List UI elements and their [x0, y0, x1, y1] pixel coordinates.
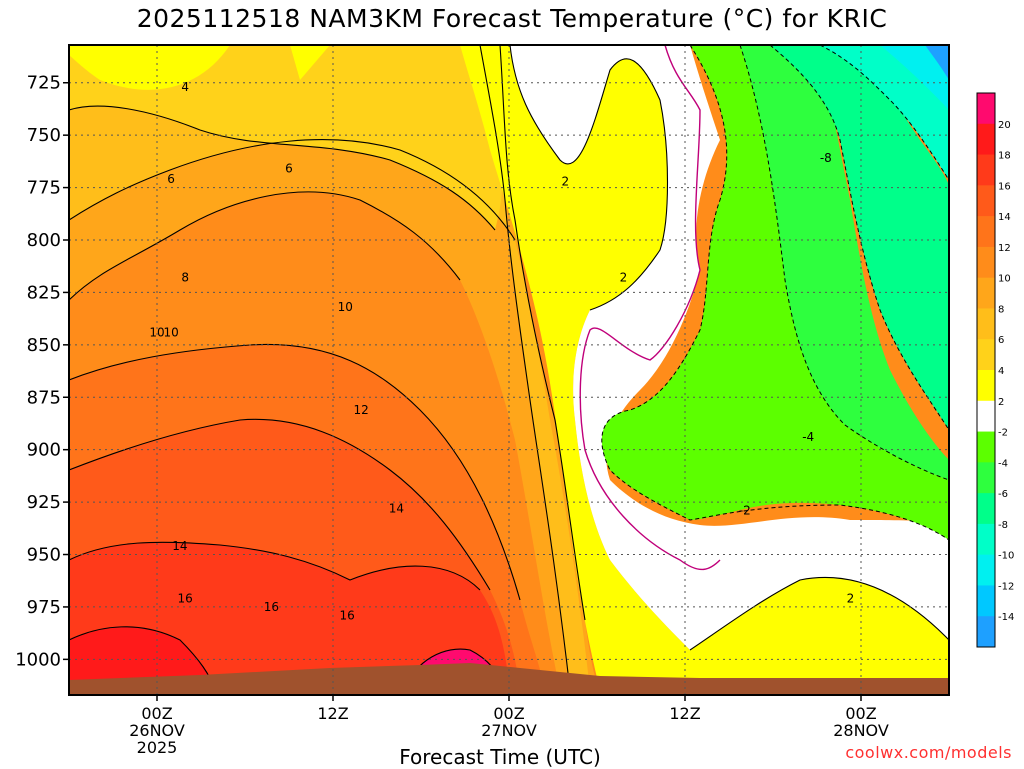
y-tick-label: 925 [27, 492, 61, 513]
x-tick-label: 12Z [317, 704, 348, 723]
colorbar-band [977, 554, 995, 586]
colorbar-band [977, 585, 995, 617]
x-tick-label: 27NOV [481, 721, 537, 740]
colorbar-label: 20 [998, 120, 1011, 131]
contour-label: 2 [847, 592, 855, 606]
x-tick-label: 2025 [137, 738, 178, 757]
contour-label: 10 [163, 325, 178, 339]
colorbar-label: -4 [998, 458, 1008, 469]
colorbar-band [977, 123, 995, 156]
x-tick-label: 00Z [141, 704, 172, 723]
colorbar-band [977, 246, 995, 279]
colorbar-band [977, 616, 995, 648]
colorbar-band [977, 493, 995, 525]
colorbar-band [977, 431, 995, 463]
colorbar: 20 18 16 14 12 10 8 6 4 2 -2 -4 -6 -8 -10 -12 -14 [976, 92, 1014, 648]
colorbar-band [977, 308, 995, 340]
contour-label: 16 [264, 600, 279, 614]
y-tick-label: 750 [27, 125, 61, 146]
contour-label: -8 [820, 151, 832, 165]
y-tick-label: 775 [27, 178, 61, 199]
x-tick-label: 00Z [493, 704, 524, 723]
x-tick-label: 28NOV [833, 721, 889, 740]
y-tick-label: 900 [27, 440, 61, 461]
y-tick-label: 1000 [15, 649, 61, 670]
colorbar-band [977, 370, 995, 402]
x-tick-label: 00Z [845, 704, 876, 723]
grid-lines [69, 45, 949, 695]
x-tick-label: 26NOV [129, 721, 185, 740]
y-tick-label: 950 [27, 545, 61, 566]
zero-contours [579, 45, 721, 571]
colorbar-band [977, 154, 995, 186]
colorbar-band [977, 339, 995, 371]
colorbar-label: -12 [998, 581, 1014, 592]
colorbar-band [977, 185, 995, 217]
colorbar-label: 12 [998, 243, 1011, 254]
contour-label: 14 [389, 501, 404, 515]
colorbar-label: 8 [998, 304, 1004, 315]
y-tick-label: 850 [27, 335, 61, 356]
y-tick-label: 800 [27, 230, 61, 251]
colorbar-band [977, 93, 995, 125]
colorbar-label: -6 [998, 489, 1008, 500]
y-tick-label: 825 [27, 282, 61, 303]
terrain-ground [69, 663, 949, 695]
y-tick-label: 975 [27, 597, 61, 618]
y-tick-label: 875 [27, 387, 61, 408]
pressure-axis: 725 750 775 800 825 850 875 900 925 950 975 1000 [15, 73, 69, 670]
colorbar-band [977, 523, 995, 556]
colorbar-band [977, 400, 995, 433]
contour-label: 2 [620, 271, 628, 285]
chart-title: 2025112518 NAM3KM Forecast Temperature (… [136, 4, 888, 33]
negative-contours [601, 45, 949, 541]
colorbar-label: -10 [998, 551, 1014, 562]
colorbar-label: 10 [998, 274, 1011, 285]
colorbar-label: 16 [998, 181, 1011, 192]
contour-label: 14 [172, 539, 187, 553]
colorbar-band [977, 216, 995, 248]
contour-label: 16 [178, 592, 193, 606]
colorbar-label: 6 [998, 335, 1004, 346]
colorbar-label: 14 [998, 212, 1011, 223]
contour-label: 10 [149, 325, 164, 339]
colorbar-label: -8 [998, 520, 1008, 531]
colorbar-band [977, 462, 995, 494]
contour-label: -2 [739, 503, 751, 517]
x-axis-label: Forecast Time (UTC) [399, 745, 601, 769]
contour-label: 2 [561, 174, 569, 188]
colorbar-frame [976, 92, 996, 648]
colorbar-label: 2 [998, 397, 1004, 408]
contour-label: 4 [181, 80, 189, 94]
x-tick-label: 12Z [669, 704, 700, 723]
colorbar-label: 4 [998, 366, 1004, 377]
contour-label: 12 [354, 403, 369, 417]
contour-label: 6 [167, 172, 175, 186]
colorbar-label: 18 [998, 151, 1011, 162]
colorbar-label: -2 [998, 428, 1008, 439]
contour-label: -4 [802, 430, 814, 444]
contour-label: 10 [338, 300, 353, 314]
contour-lines [69, 45, 949, 691]
colorbar-label: -14 [998, 612, 1014, 623]
contour-label: 8 [181, 271, 189, 285]
contour-label: 6 [285, 162, 293, 176]
credit-text: coolwx.com/models [845, 743, 1012, 762]
contour-label: 16 [339, 608, 354, 622]
y-tick-label: 725 [27, 73, 61, 94]
colorbar-band [977, 277, 995, 309]
